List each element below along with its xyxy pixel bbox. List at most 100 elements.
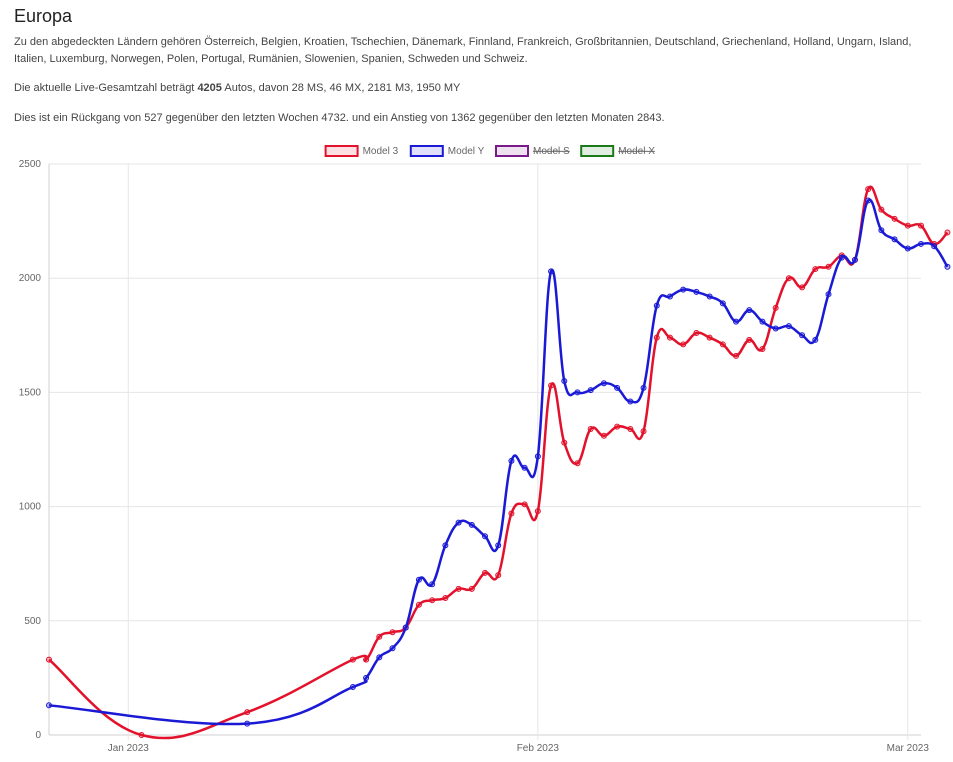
data-point-model-y xyxy=(376,654,383,661)
data-point-model-y xyxy=(891,236,898,243)
data-point-model-3 xyxy=(521,501,528,508)
countries-paragraph: Zu den abgedeckten Ländern gehören Öster… xyxy=(14,36,912,65)
live-total-value: 4205 xyxy=(197,82,222,94)
series-line-model-y xyxy=(48,198,949,726)
data-point-model-3 xyxy=(561,439,568,446)
data-point-model-y xyxy=(587,387,594,394)
data-point-model-3 xyxy=(944,229,951,236)
live-total-paragraph: Die aktuelle Live-Gesamtzahl beträgt 420… xyxy=(14,80,939,97)
data-point-model-3 xyxy=(785,275,792,282)
legend-item-model-3[interactable]: Model 3 xyxy=(324,145,399,157)
legend-label: Model X xyxy=(618,146,655,157)
legend-swatch xyxy=(495,145,529,157)
data-point-model-3 xyxy=(772,304,779,311)
sales-line-chart: Model 3 Model Y Model S Model X 0 500 1000 150… xyxy=(19,145,951,754)
data-point-model-3 xyxy=(693,330,700,337)
x-tick-label: Jan 2023 xyxy=(108,743,150,754)
x-tick-label: Mar 2023 xyxy=(887,743,930,754)
data-point-model-3 xyxy=(614,423,621,430)
data-point-model-y xyxy=(521,464,528,471)
chart-legend: Model 3 Model Y Model S Model X xyxy=(324,145,655,157)
data-point-model-y xyxy=(759,318,766,325)
data-point-model-y xyxy=(733,318,740,325)
data-point-model-y xyxy=(429,581,436,588)
data-point-model-3 xyxy=(706,334,713,341)
live-total-suffix: Autos, davon 28 MS, 46 MX, 2181 M3, 1950… xyxy=(221,82,461,94)
data-point-model-3 xyxy=(376,633,383,640)
legend-swatch xyxy=(324,145,359,157)
live-total-prefix: Die aktuelle Live-Gesamtzahl beträgt xyxy=(14,82,198,94)
chart-ticks: 0 500 1000 1500 2000 2500 Jan 2023 Feb 2023 Mar … xyxy=(19,159,930,754)
data-point-model-y xyxy=(548,268,555,275)
data-point-model-y xyxy=(931,243,938,250)
data-point-model-3 xyxy=(442,594,449,601)
data-point-model-3 xyxy=(508,510,515,517)
data-point-model-y xyxy=(851,256,858,263)
legend-swatch xyxy=(409,145,444,157)
legend-item-model-y[interactable]: Model Y xyxy=(409,145,485,157)
data-point-model-y xyxy=(640,384,647,391)
data-point-model-y xyxy=(706,293,713,300)
y-tick-label: 1000 xyxy=(19,502,42,513)
data-point-model-3 xyxy=(825,263,832,270)
data-point-model-3 xyxy=(468,585,475,592)
legend-item-model-s[interactable]: Model S xyxy=(495,145,570,157)
data-point-model-y xyxy=(746,307,753,314)
data-point-model-y xyxy=(402,624,409,631)
x-tick-label: Feb 2023 xyxy=(517,743,560,754)
data-point-model-3 xyxy=(138,732,145,738)
data-point-model-y xyxy=(719,300,726,307)
data-point-model-y xyxy=(561,377,568,384)
data-point-model-3 xyxy=(680,341,687,348)
data-point-model-y xyxy=(904,245,911,252)
data-point-model-y xyxy=(838,254,845,261)
data-point-model-y xyxy=(534,453,541,460)
data-point-model-y xyxy=(772,325,779,332)
series-model-y xyxy=(46,197,951,727)
legend-swatch xyxy=(580,145,615,157)
data-point-model-3 xyxy=(865,186,872,193)
data-point-model-y xyxy=(468,521,475,528)
data-point-model-3 xyxy=(918,222,924,229)
data-point-model-3 xyxy=(600,432,607,439)
data-point-model-3 xyxy=(812,266,819,273)
data-point-model-3 xyxy=(415,601,422,608)
data-point-model-y xyxy=(812,336,819,343)
data-point-model-y xyxy=(600,380,607,387)
data-point-model-3 xyxy=(455,585,462,592)
data-point-model-y xyxy=(614,384,621,391)
change-paragraph: Dies ist ein Rückgang von 527 gegenüber … xyxy=(14,112,665,124)
data-point-model-y xyxy=(653,302,660,309)
data-point-model-y xyxy=(46,702,52,709)
data-point-model-3 xyxy=(389,629,396,636)
data-point-model-y xyxy=(349,684,356,691)
data-point-model-3 xyxy=(799,284,806,291)
data-point-model-3 xyxy=(46,656,52,663)
data-point-model-3 xyxy=(666,334,673,341)
data-point-model-y xyxy=(666,293,673,300)
data-point-model-y xyxy=(785,323,792,330)
y-tick-label: 0 xyxy=(35,730,41,741)
data-point-model-3 xyxy=(548,382,555,389)
data-point-model-3 xyxy=(640,428,647,435)
data-point-model-3 xyxy=(574,460,581,467)
page-title: Europa xyxy=(14,6,73,26)
data-point-model-y xyxy=(680,286,687,293)
data-point-model-3 xyxy=(534,508,541,515)
data-point-model-y xyxy=(627,398,634,405)
data-point-model-y xyxy=(415,576,422,583)
series-model-3 xyxy=(46,185,951,740)
data-point-model-3 xyxy=(891,215,898,222)
legend-item-model-x[interactable]: Model X xyxy=(580,145,655,157)
y-tick-label: 2000 xyxy=(19,273,42,284)
data-point-model-3 xyxy=(482,569,488,576)
data-point-model-y xyxy=(482,533,488,540)
legend-label: Model S xyxy=(533,146,570,157)
data-point-model-y xyxy=(244,720,251,727)
data-point-model-3 xyxy=(429,597,436,604)
data-point-model-3 xyxy=(733,352,740,359)
data-point-model-y xyxy=(865,197,872,204)
data-point-model-3 xyxy=(244,709,251,716)
data-point-model-y xyxy=(508,457,515,464)
data-point-model-3 xyxy=(746,336,753,343)
